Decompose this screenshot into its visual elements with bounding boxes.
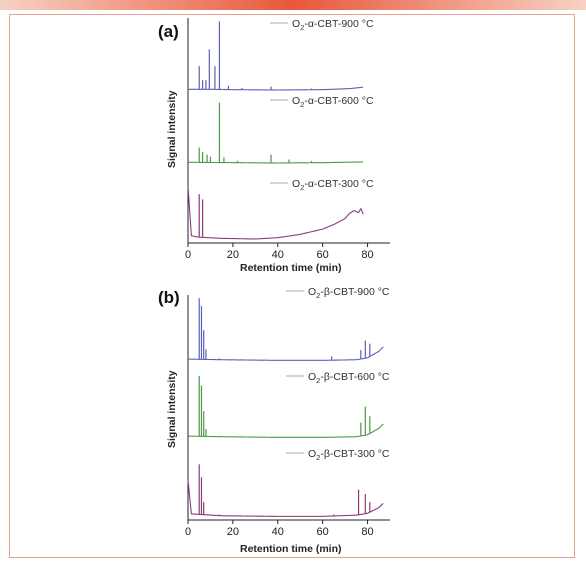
legend-entry-1-2: O2-β-CBT-300 °C (286, 448, 390, 462)
axes-panel-1: 0 20 40 60 80 (185, 295, 390, 538)
legend-label-suffix: -β-CBT-900 °C (320, 286, 390, 298)
x-tick-label: 20 (227, 526, 239, 538)
x-tick-label: 80 (361, 526, 373, 538)
x-tick-label: 40 (272, 249, 284, 261)
legend-label: O2-α-CBT-600 °C (292, 95, 374, 109)
legend-label: O2-β-CBT-600 °C (308, 371, 390, 385)
legend-label-subscript: 2 (316, 453, 320, 462)
series-trace-0-2 (187, 186, 364, 240)
legend-label-prefix: O (292, 95, 300, 107)
series-trace-1-0 (187, 298, 384, 361)
series-trace-1-2 (187, 464, 384, 517)
x-tick-label: 80 (361, 249, 373, 261)
figure-frame (9, 14, 575, 558)
axes-panel-0: 0 20 40 60 80 (185, 18, 390, 261)
legend-label: O2-α-CBT-900 °C (292, 18, 374, 32)
legend-label-subscript: 2 (316, 291, 320, 300)
legend-entry-0-0: O2-α-CBT-900 °C (270, 18, 374, 32)
legend-label-prefix: O (292, 18, 300, 30)
legend-label-suffix: -α-CBT-600 °C (304, 95, 374, 107)
y-axis-title-b: Signal intensity (166, 370, 178, 448)
legend-entry-0-2: O2-α-CBT-300 °C (270, 178, 374, 192)
legend-label-subscript: 2 (300, 100, 304, 109)
x-tick-label: 0 (185, 526, 191, 538)
series-baseline-line (188, 161, 364, 164)
series-baseline-line (188, 86, 364, 91)
series-baseline-line (187, 346, 384, 361)
x-tick-label: 0 (185, 249, 191, 261)
legend-label: O2-β-CBT-300 °C (308, 448, 390, 462)
legend-label-prefix: O (308, 448, 316, 460)
legend-label-suffix: -β-CBT-300 °C (320, 448, 390, 460)
x-tick-label: 60 (317, 526, 329, 538)
panel-label-a: (a) (158, 22, 179, 41)
legend-label-subscript: 2 (300, 23, 304, 32)
legend-label-suffix: -β-CBT-600 °C (320, 371, 390, 383)
series-baseline-line (187, 423, 384, 438)
series-trace-1-1 (187, 375, 384, 438)
x-tick-label: 20 (227, 249, 239, 261)
legend-label-suffix: -α-CBT-300 °C (304, 178, 374, 190)
legend-label-prefix: O (292, 178, 300, 190)
legend-entry-1-0: O2-β-CBT-900 °C (286, 286, 390, 300)
legend-entry-0-1: O2-α-CBT-600 °C (270, 95, 374, 109)
series-baseline-line (187, 479, 384, 517)
top-accent-bar (0, 0, 586, 10)
series-trace-0-0 (188, 21, 364, 91)
legend-label-suffix: -α-CBT-900 °C (304, 18, 374, 30)
legend-label: O2-β-CBT-900 °C (308, 286, 390, 300)
legend-label-prefix: O (308, 286, 316, 298)
legend-label: O2-α-CBT-300 °C (292, 178, 374, 192)
legend-label-prefix: O (308, 371, 316, 383)
x-tick-label: 40 (272, 526, 284, 538)
legend-label-subscript: 2 (300, 183, 304, 192)
x-axis-title-b: Retention time (min) (240, 543, 342, 555)
x-tick-label: 60 (317, 249, 329, 261)
legend-entry-1-1: O2-β-CBT-600 °C (286, 371, 390, 385)
panel-label-b: (b) (158, 288, 180, 307)
series-baseline-line (187, 186, 364, 240)
x-axis-title-a: Retention time (min) (240, 262, 342, 274)
y-axis-title-a: Signal intensity (166, 90, 178, 168)
legend-label-subscript: 2 (316, 376, 320, 385)
series-trace-0-1 (188, 102, 364, 164)
